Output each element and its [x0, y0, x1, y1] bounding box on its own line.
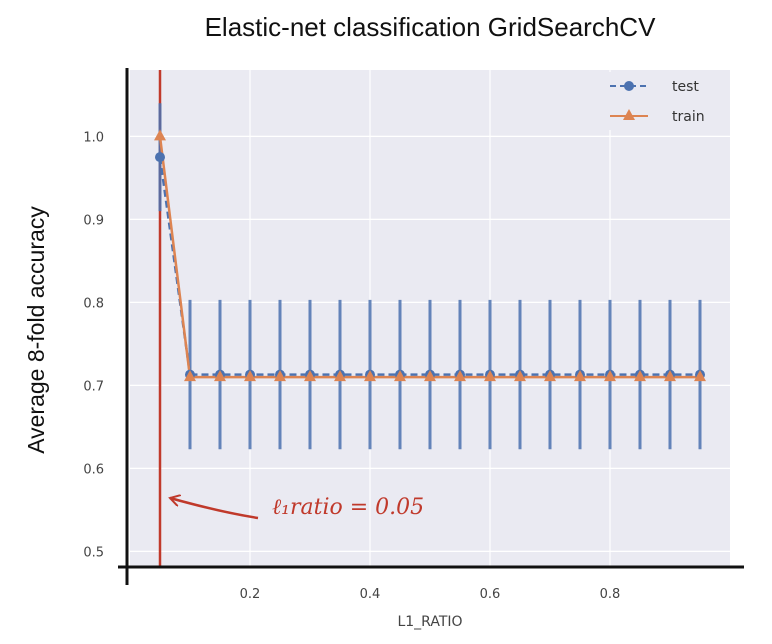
- y-tick-label: 1.0: [83, 130, 104, 145]
- x-tick-label: 0.4: [360, 587, 381, 602]
- train-data-point: [424, 370, 436, 382]
- x-tick-label: 0.2: [240, 587, 261, 602]
- y-tick-label: 0.6: [83, 462, 104, 477]
- train-data-point: [154, 129, 166, 141]
- train-data-point: [334, 370, 346, 382]
- y-tick-label: 0.8: [83, 296, 104, 311]
- train-data-point: [544, 370, 556, 382]
- series-markers: [154, 129, 706, 382]
- train-data-point: [214, 370, 226, 382]
- x-tick-labels: 0.2 0.4 0.6 0.8: [240, 587, 621, 602]
- y-tick-labels: 0.5 0.6 0.7 0.8 0.9 1.0: [83, 130, 104, 560]
- y-tick-label: 0.5: [83, 545, 104, 560]
- x-axis-label: L1_RATIO: [397, 614, 462, 630]
- legend-test-marker: [624, 81, 634, 91]
- train-data-point: [304, 370, 316, 382]
- train-data-point: [664, 370, 676, 382]
- x-tick-label: 0.8: [600, 587, 621, 602]
- test-data-point: [155, 152, 165, 163]
- annotation-text: ℓ₁ratio = 0.05: [272, 495, 424, 520]
- train-data-point: [244, 370, 256, 382]
- annotation-arrow: [170, 498, 259, 520]
- legend-test-label: test: [672, 79, 699, 95]
- train-data-point: [634, 370, 646, 382]
- train-data-point: [604, 370, 616, 382]
- legend: test train: [598, 72, 730, 130]
- train-data-point: [694, 370, 706, 382]
- train-data-point: [454, 370, 466, 382]
- legend-box: [598, 72, 730, 130]
- legend-train-marker: [623, 109, 635, 120]
- x-tick-label: 0.6: [480, 587, 501, 602]
- train-data-point: [184, 370, 196, 382]
- train-data-point: [484, 370, 496, 382]
- chart-title: Elastic-net classification GridSearchCV: [205, 12, 656, 42]
- train-data-point: [364, 370, 376, 382]
- train-data-point: [514, 370, 526, 382]
- y-axis-label: Average 8-fold accuracy: [23, 206, 49, 454]
- y-tick-label: 0.9: [83, 213, 104, 228]
- legend-train-label: train: [672, 109, 705, 125]
- train-data-point: [274, 370, 286, 382]
- train-data-point: [574, 370, 586, 382]
- train-data-point: [394, 370, 406, 382]
- y-tick-label: 0.7: [83, 379, 104, 394]
